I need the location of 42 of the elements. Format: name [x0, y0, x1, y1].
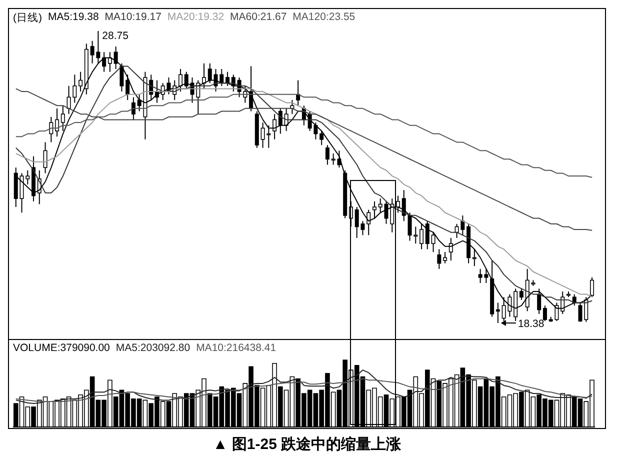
candlestick: [425, 220, 430, 250]
text: ▲ 图1-25 跌途中的缩量上涨: [212, 435, 402, 454]
candlestick: [437, 248, 442, 270]
text: VOLUME:379090.00: [13, 342, 110, 354]
candlestick: [448, 237, 453, 261]
candlestick: [396, 195, 400, 214]
candlestick: [131, 96, 136, 120]
text: MA5:19.38: [48, 11, 99, 25]
candlestick: [60, 105, 65, 132]
text: MA10:216438.41: [196, 342, 276, 354]
text: MA10:19.17: [104, 11, 162, 25]
candlestick: [431, 232, 436, 253]
candlestick: [272, 114, 277, 140]
annotation: 18.38: [518, 318, 544, 330]
candlestick: [55, 108, 60, 138]
candlestick: [290, 99, 294, 115]
candlestick: [78, 71, 83, 92]
text: MA20:19.32: [167, 11, 224, 25]
annotation: 28.75: [102, 30, 129, 42]
candlestick: [420, 223, 424, 250]
candlestick: [208, 62, 212, 84]
candlestick: [43, 142, 48, 174]
chart-title: (日线): [13, 11, 42, 25]
candlestick: [472, 248, 476, 267]
candlestick: [178, 68, 182, 92]
candlestick: [120, 62, 124, 92]
text: MA120:23.55: [292, 11, 356, 25]
candlestick: [390, 198, 394, 233]
candlestick: [519, 288, 524, 300]
candlestick: [49, 116, 54, 143]
candlestick: [372, 200, 376, 219]
candlestick: [496, 302, 500, 324]
candlestick: [578, 302, 582, 322]
text: MA60:21.67: [230, 11, 287, 25]
candlestick: [320, 130, 324, 146]
candlestick: [202, 62, 206, 90]
candlestick: [126, 74, 130, 100]
candlestick: [325, 144, 330, 166]
candlestick: [542, 305, 547, 322]
text: MA5:203092.80: [116, 342, 190, 354]
candlestick: [366, 209, 371, 236]
candlestick: [443, 252, 448, 264]
